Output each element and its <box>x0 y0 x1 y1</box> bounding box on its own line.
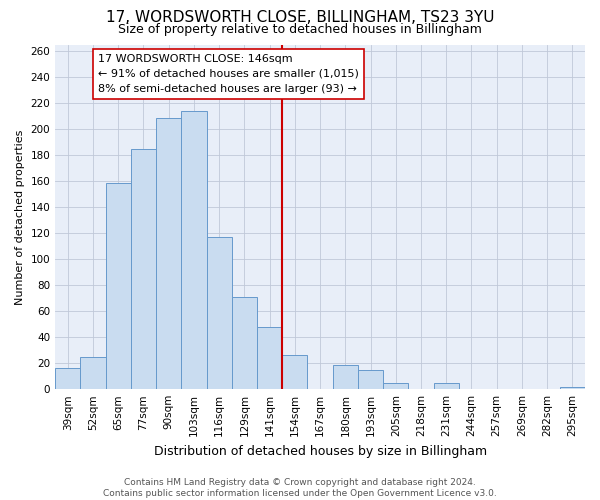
Bar <box>383 382 409 389</box>
Bar <box>156 118 181 389</box>
Bar <box>232 297 257 389</box>
Bar <box>332 364 358 389</box>
Bar <box>282 356 307 389</box>
Text: Contains HM Land Registry data © Crown copyright and database right 2024.
Contai: Contains HM Land Registry data © Crown c… <box>103 478 497 498</box>
Bar <box>80 356 106 389</box>
Bar <box>181 111 206 389</box>
Bar <box>434 382 459 389</box>
Bar <box>257 327 282 389</box>
Bar <box>106 182 131 389</box>
Text: 17, WORDSWORTH CLOSE, BILLINGHAM, TS23 3YU: 17, WORDSWORTH CLOSE, BILLINGHAM, TS23 3… <box>106 10 494 25</box>
Text: 17 WORDSWORTH CLOSE: 146sqm
← 91% of detached houses are smaller (1,015)
8% of s: 17 WORDSWORTH CLOSE: 146sqm ← 91% of det… <box>98 54 359 94</box>
Bar <box>55 368 80 389</box>
Text: Size of property relative to detached houses in Billingham: Size of property relative to detached ho… <box>118 22 482 36</box>
Bar <box>206 237 232 389</box>
Bar <box>560 386 585 389</box>
Bar <box>358 370 383 389</box>
X-axis label: Distribution of detached houses by size in Billingham: Distribution of detached houses by size … <box>154 444 487 458</box>
Y-axis label: Number of detached properties: Number of detached properties <box>15 130 25 305</box>
Bar <box>131 149 156 389</box>
